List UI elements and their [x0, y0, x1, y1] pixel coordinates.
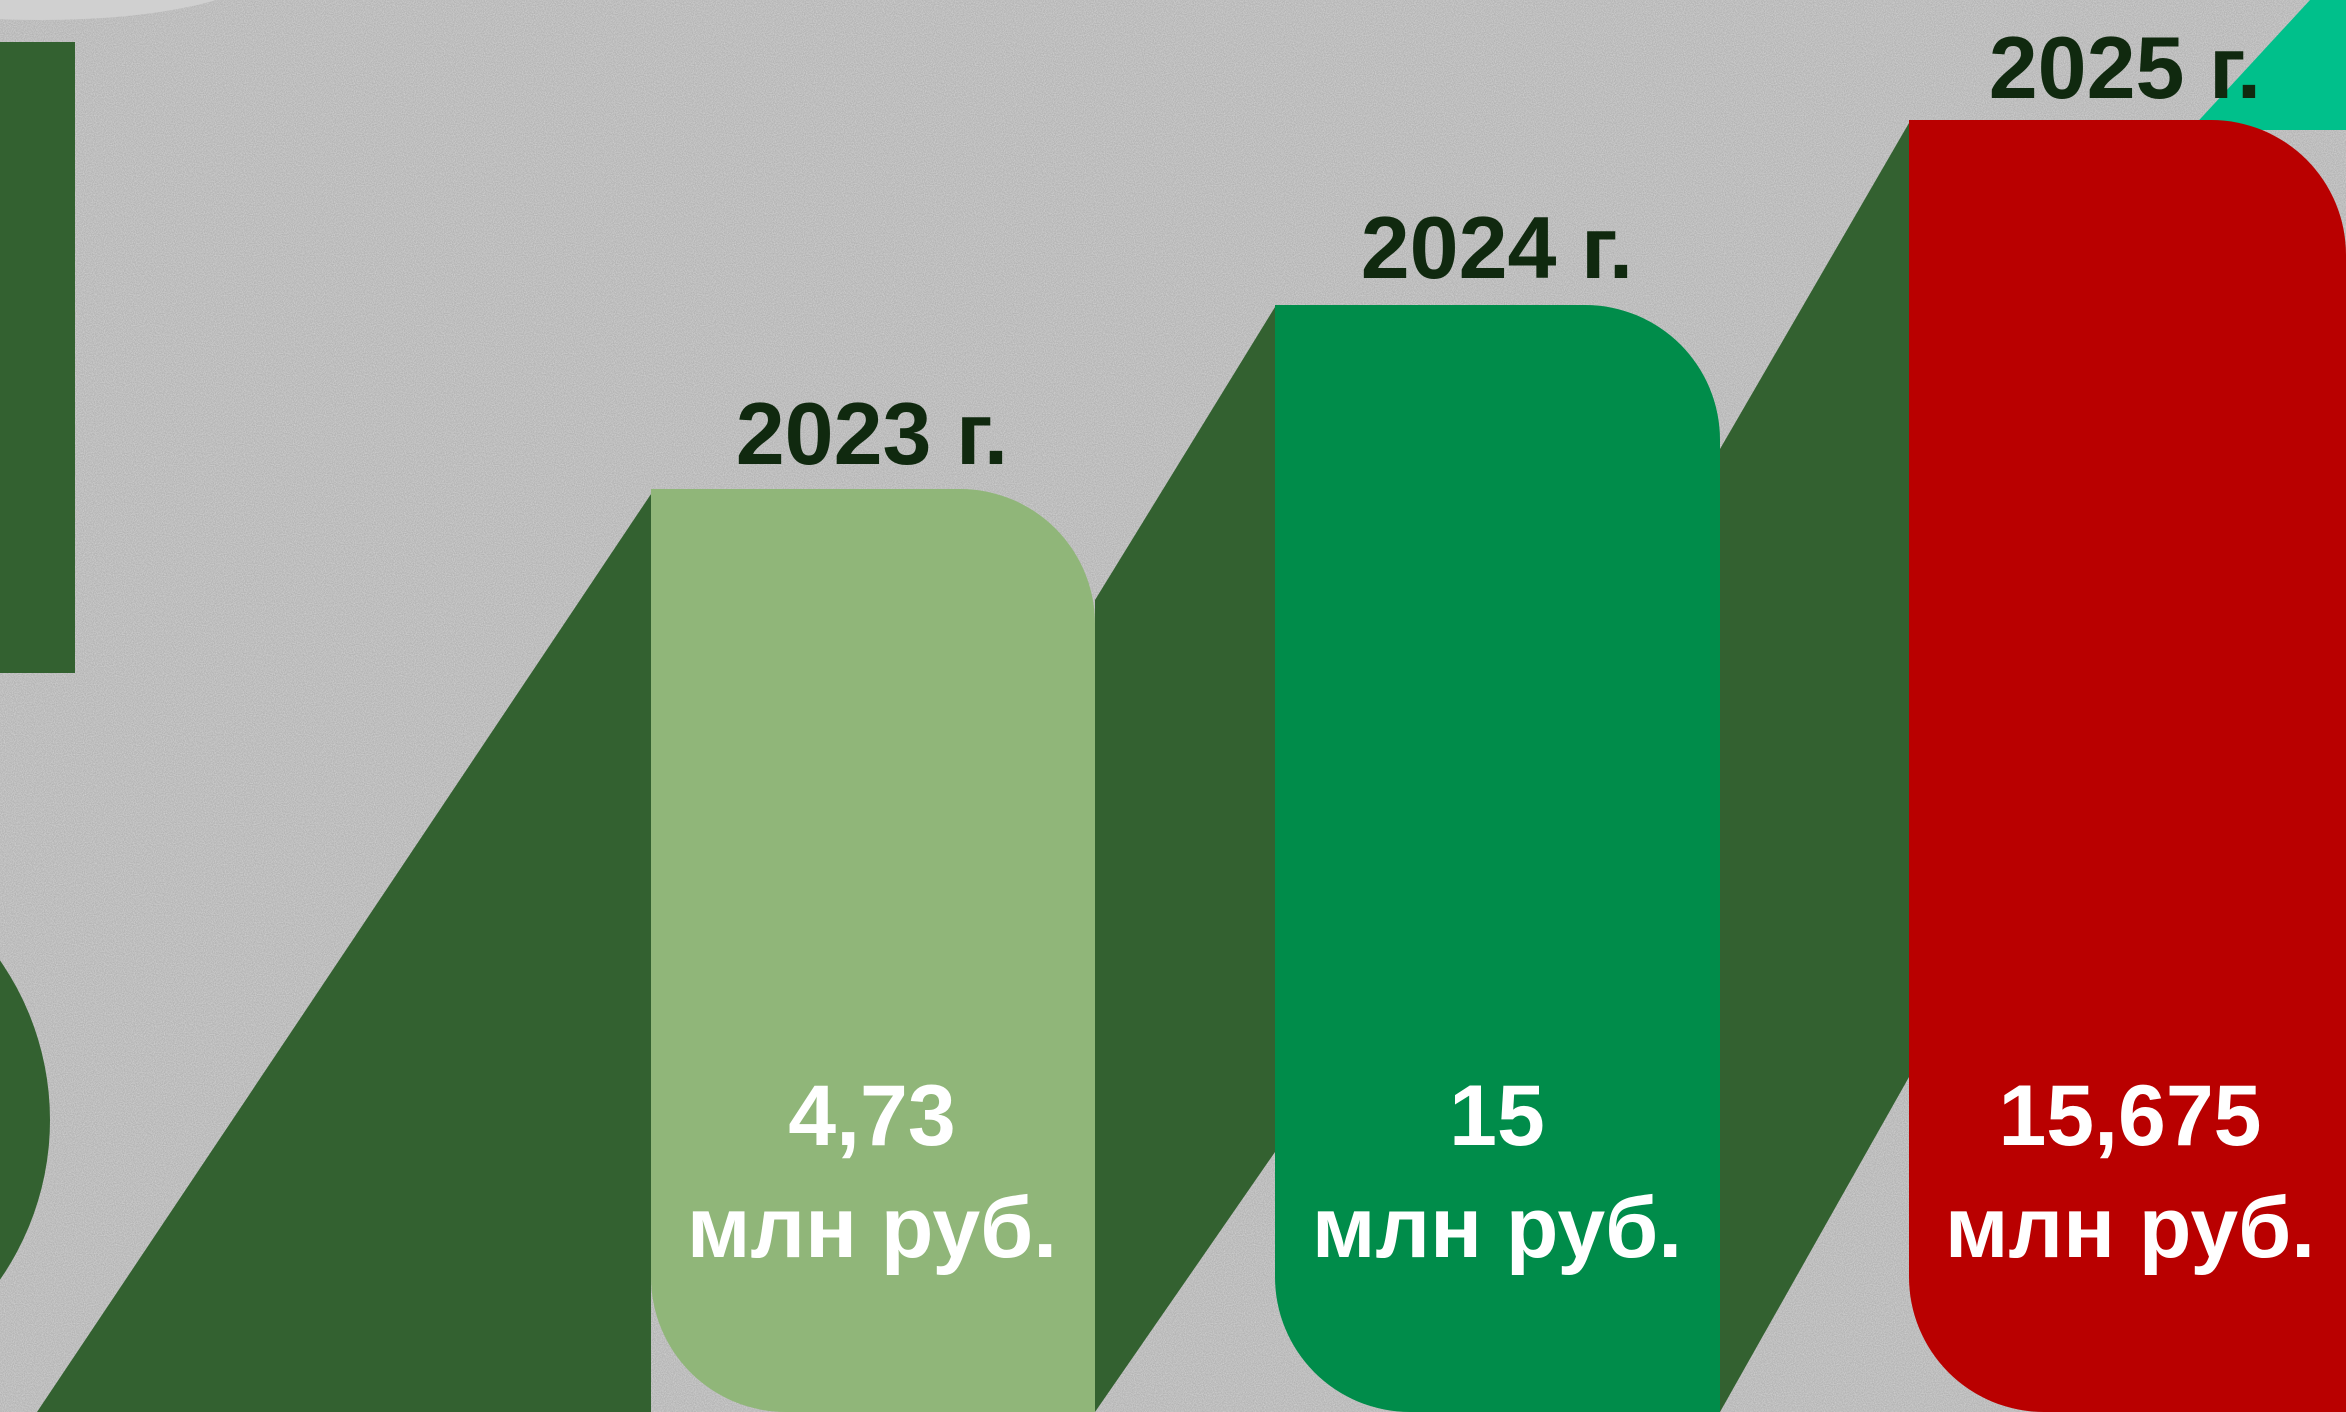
- year-label: 2025 г.: [1989, 18, 2262, 117]
- year-label: 2023 г.: [736, 384, 1009, 483]
- value-label: 15,675: [1998, 1068, 2261, 1164]
- step-block: [1909, 120, 2346, 1412]
- step-block: [1275, 305, 1720, 1412]
- connector: [1095, 307, 1275, 1412]
- unit-label: млн руб.: [1312, 1180, 1682, 1276]
- year-label: 2024 г.: [1361, 198, 1634, 297]
- connector: [37, 494, 651, 1412]
- value-label: 4,73: [788, 1068, 955, 1164]
- unit-label: млн руб.: [1945, 1180, 2315, 1276]
- connector: [1720, 123, 1909, 1412]
- decor-rect: [0, 42, 75, 673]
- decor-corner: [2190, 0, 2346, 130]
- step-block: [651, 489, 1095, 1412]
- value-label: 15: [1449, 1068, 1545, 1164]
- unit-label: млн руб.: [687, 1180, 1057, 1276]
- decor-circle: [0, 960, 50, 1280]
- decor-blob: [0, 0, 216, 20]
